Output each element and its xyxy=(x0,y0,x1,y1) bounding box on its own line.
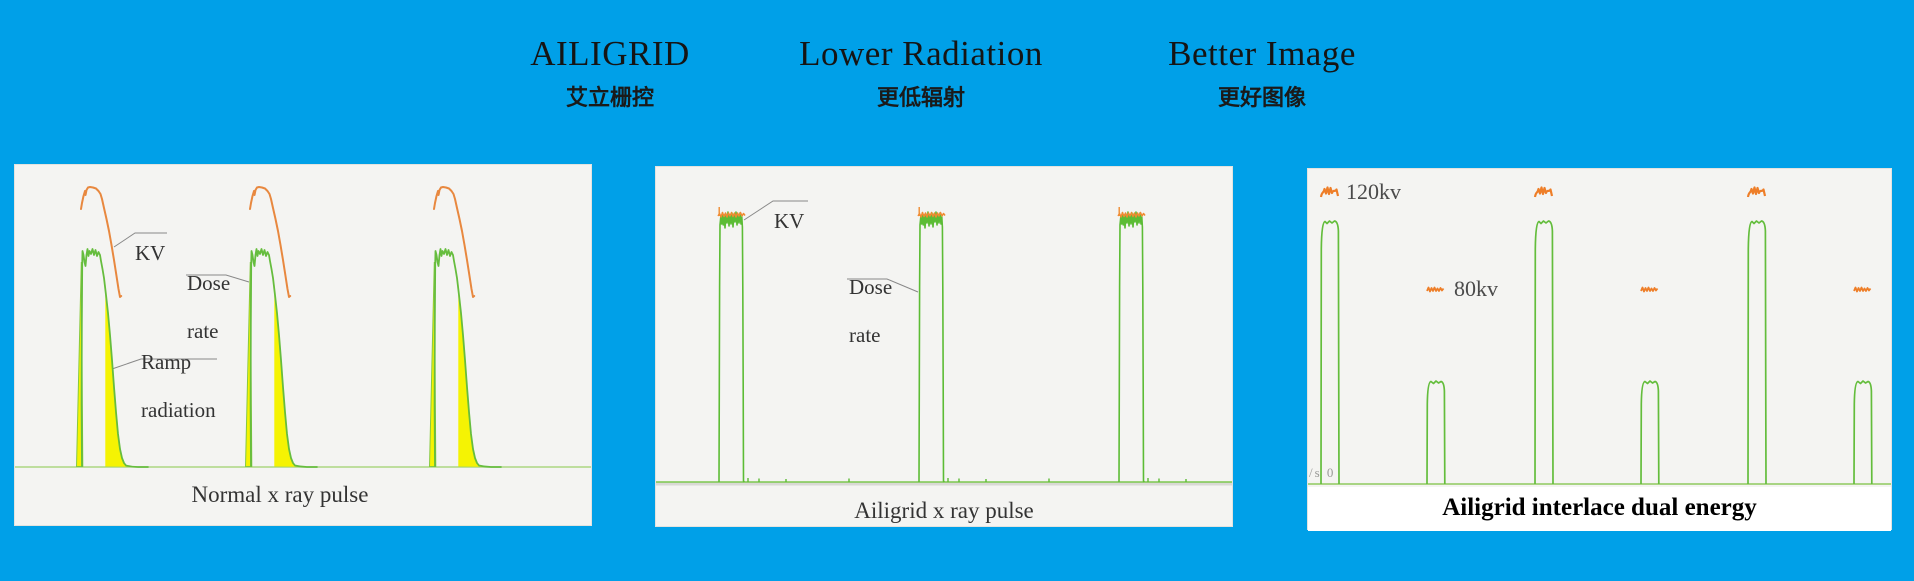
kv-label-text: KV xyxy=(774,209,805,233)
dose-rate-label: Dose rate xyxy=(187,243,230,371)
kv-label: KV xyxy=(774,181,806,261)
panel3-caption: Ailigrid interlace dual energy xyxy=(1442,494,1757,521)
panel2-caption: Ailigrid x ray pulse xyxy=(854,498,1034,523)
header-col-better-image: Better Image 更好图像 xyxy=(1168,34,1356,112)
header-title-ailigrid: AILIGRID xyxy=(530,34,690,73)
dose-rate-label-line2: rate xyxy=(849,323,881,347)
label-120kv: 120kv xyxy=(1346,179,1401,204)
header-col-lower-radiation: Lower Radiation 更低辐射 xyxy=(799,34,1043,112)
dose-rate-label-line2: rate xyxy=(187,319,219,343)
header-title-better-image: Better Image xyxy=(1168,34,1356,73)
dose-rate-label-line1: Dose xyxy=(849,275,893,299)
panel-ailigrid-xray-pulse: KV Dose rate Ailigrid x ray pulse xyxy=(655,166,1233,527)
kv-label: KV xyxy=(135,213,167,293)
axis-fragment-text: /s 0 xyxy=(1309,465,1336,480)
ramp-radiation-label-line2: radiation xyxy=(141,398,216,422)
header-subtitle-lower-radiation-cn: 更低辐射 xyxy=(876,85,965,110)
header-col-ailigrid: AILIGRID 艾立栅控 xyxy=(530,34,690,112)
ailigrid-pulse-waveform xyxy=(656,200,1232,486)
dose-rate-label-line1: Dose xyxy=(187,271,231,295)
label-80kv: 80kv xyxy=(1454,276,1498,301)
panel1-caption: Normal x ray pulse xyxy=(191,482,369,507)
header-title-lower-radiation: Lower Radiation xyxy=(799,34,1043,73)
dual-energy-waveform xyxy=(1308,186,1891,486)
normal-pulse-waveform xyxy=(15,186,591,468)
header-subtitle-better-image-cn: 更好图像 xyxy=(1217,85,1306,110)
ramp-radiation-label: Ramp radiation xyxy=(141,322,216,450)
header-subtitle-ailigrid-cn: 艾立栅控 xyxy=(565,85,654,110)
panel-ailigrid-interlace-dual-energy: 120kv 80kv /s 0 Ailigrid interlace dual … xyxy=(1307,168,1892,531)
ramp-radiation-label-line1: Ramp xyxy=(141,350,192,374)
panel-normal-xray-pulse: KV Dose rate Ramp radiation Normal x ray… xyxy=(14,164,592,526)
dose-rate-label: Dose rate xyxy=(849,247,892,375)
panel3-caption-strip: Ailigrid interlace dual energy xyxy=(1308,487,1891,531)
kv-label-text: KV xyxy=(135,241,166,265)
